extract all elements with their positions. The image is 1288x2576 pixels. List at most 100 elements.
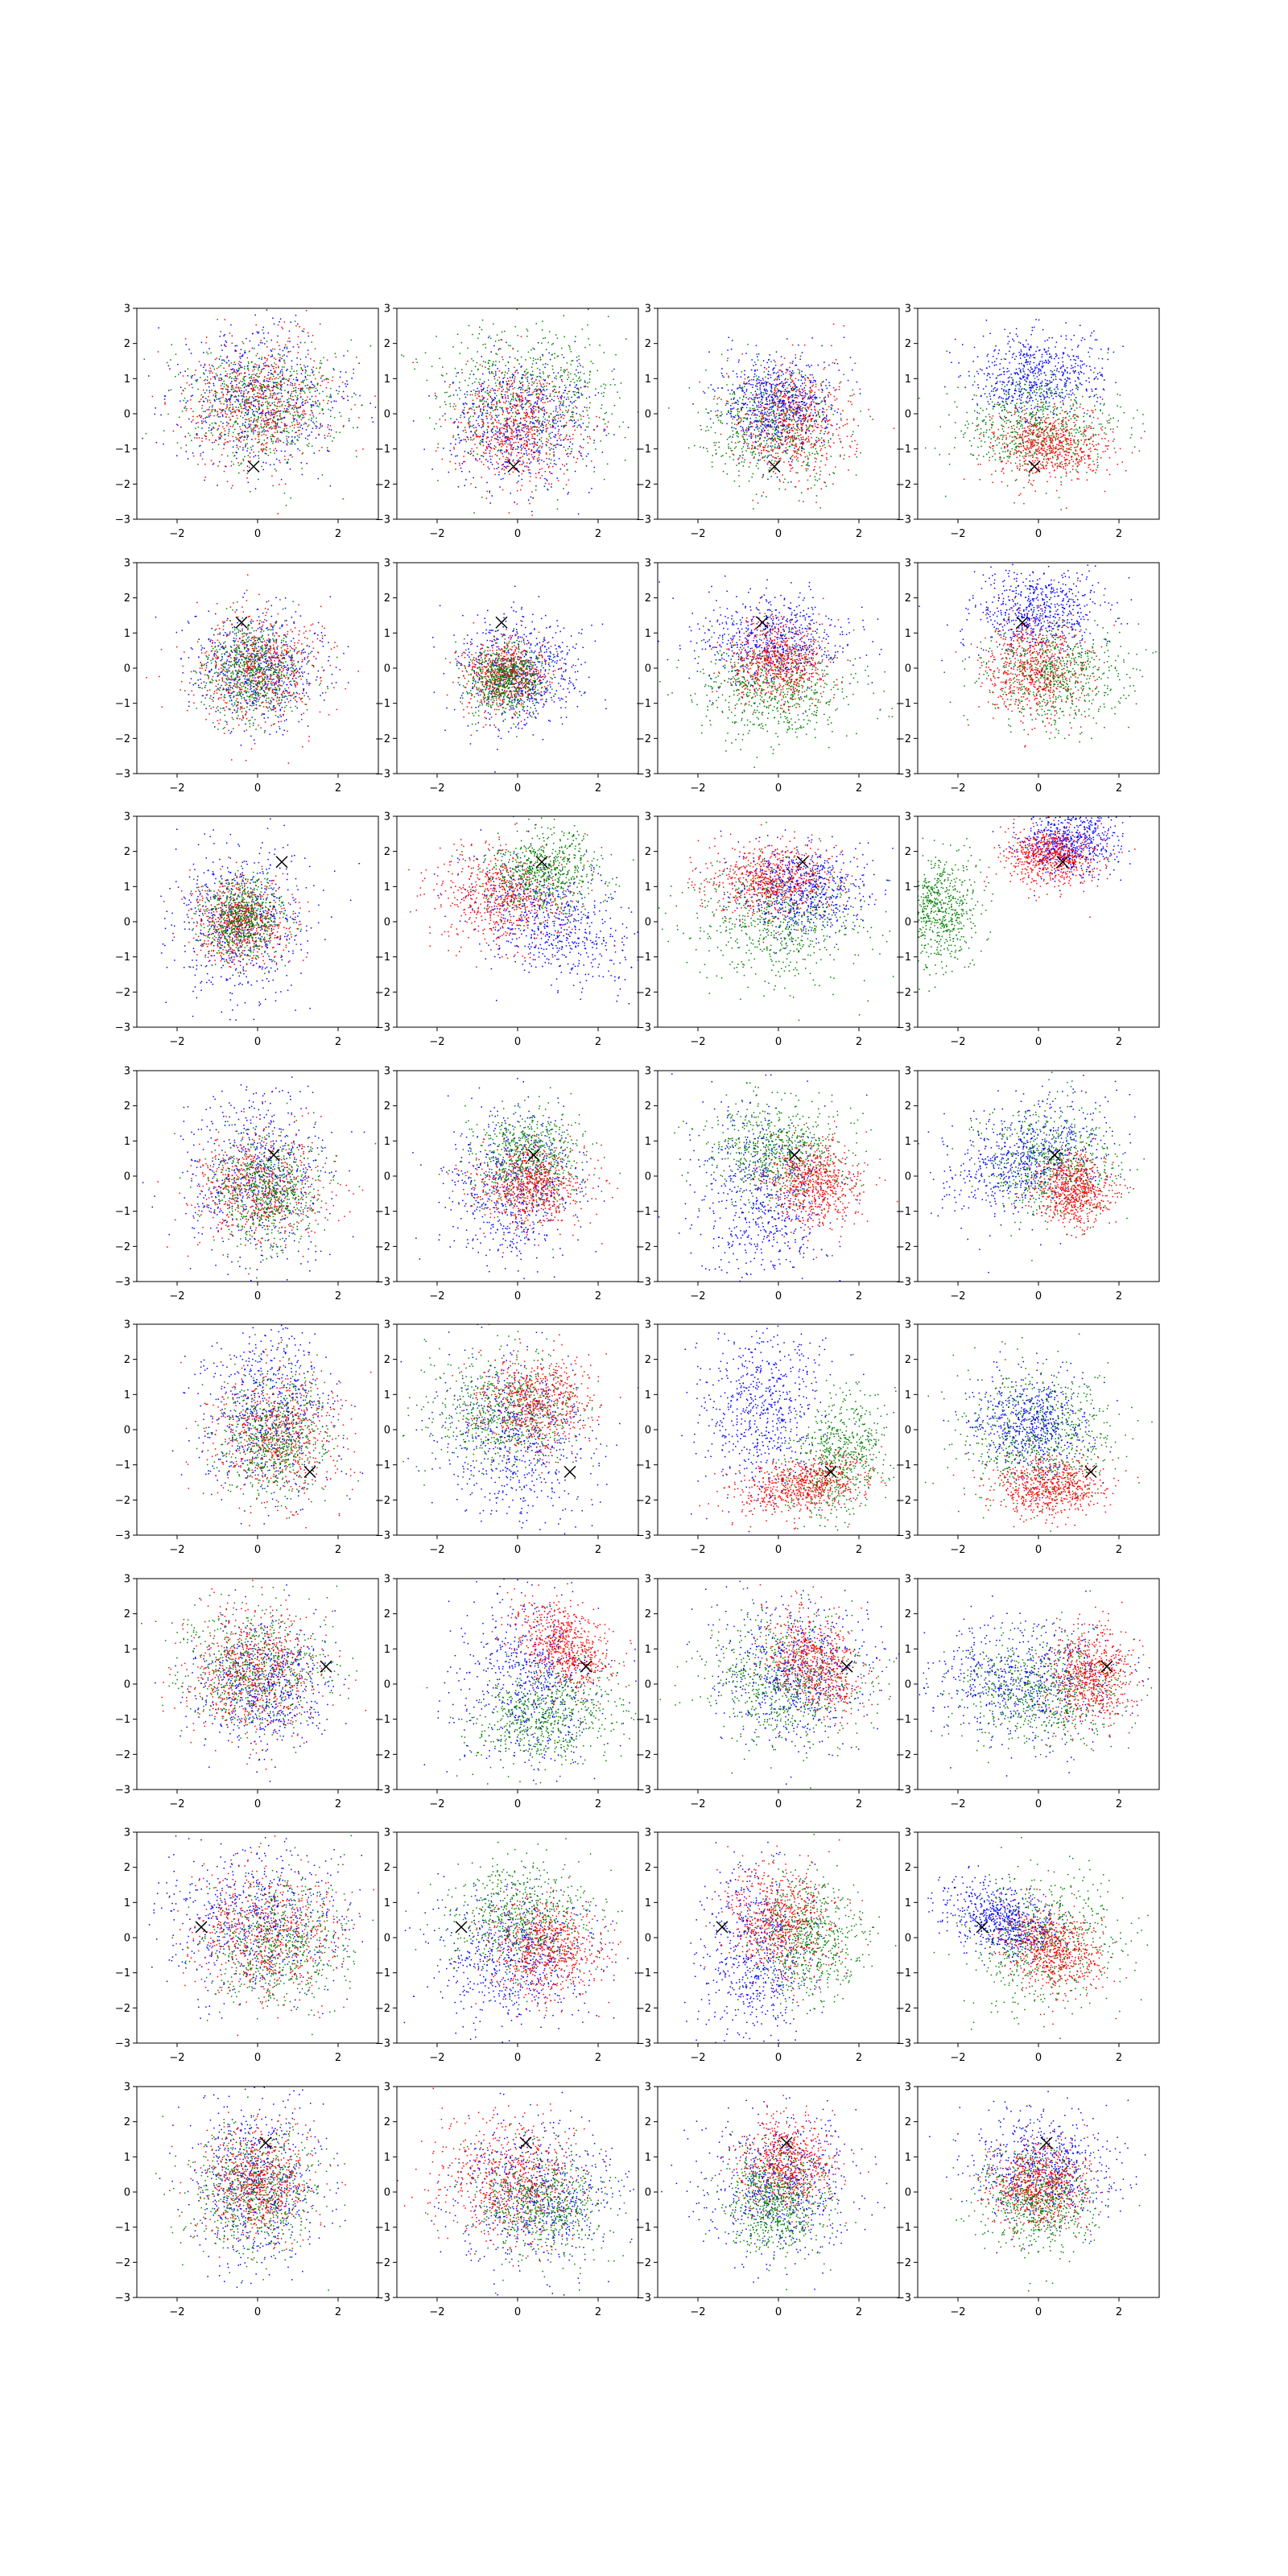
scatter-point: [674, 409, 675, 411]
scatter-point: [475, 366, 477, 368]
scatter-point: [251, 431, 253, 432]
scatter-point: [856, 474, 857, 476]
scatter-point: [534, 417, 535, 419]
scatter-point: [791, 390, 793, 391]
scatter-point: [242, 412, 243, 414]
scatter-point: [728, 410, 729, 411]
scatter-point: [537, 460, 539, 462]
scatter-point: [766, 450, 767, 452]
scatter-point: [591, 488, 592, 489]
scatter-point: [291, 361, 293, 362]
scatter-point: [777, 425, 778, 427]
scatter-point: [794, 412, 795, 414]
scatter-point: [286, 410, 287, 411]
scatter-point: [331, 402, 332, 403]
scatter-point: [188, 368, 189, 369]
scatter-point: [791, 438, 792, 440]
scatter-point: [231, 465, 233, 467]
scatter-point: [253, 452, 254, 453]
scatter-point: [523, 446, 525, 448]
scatter-point: [539, 382, 541, 384]
scatter-point: [490, 444, 492, 445]
scatter-point: [713, 442, 715, 444]
scatter-point: [205, 383, 206, 385]
scatter-point: [285, 345, 287, 346]
scatter-point: [316, 368, 317, 369]
scatter-point: [275, 367, 277, 369]
scatter-point: [242, 459, 244, 460]
scatter-point: [310, 358, 312, 360]
scatter-point: [317, 382, 319, 384]
scatter-point: [270, 405, 272, 407]
scatter-point: [220, 336, 221, 337]
scatter-point: [746, 419, 748, 420]
scatter-point: [287, 393, 289, 394]
scatter-point: [554, 395, 555, 397]
scatter-point: [460, 422, 462, 423]
scatter-point: [461, 342, 463, 344]
scatter-point: [485, 366, 486, 368]
scatter-point: [784, 357, 786, 359]
scatter-point: [492, 417, 493, 419]
scatter-point: [828, 442, 829, 444]
scatter-point: [266, 426, 268, 427]
scatter-point: [806, 470, 807, 472]
scatter-point: [225, 430, 226, 431]
scatter-point: [572, 438, 574, 440]
scatter-point: [564, 427, 565, 428]
scatter-point: [465, 431, 467, 433]
scatter-point: [286, 379, 287, 381]
scatter-point: [547, 427, 549, 429]
scatter-point: [587, 415, 588, 416]
scatter-point: [264, 440, 266, 441]
scatter-point: [716, 442, 717, 444]
scatter-point: [568, 372, 569, 374]
scatter-point: [247, 431, 249, 432]
scatter-point: [273, 386, 275, 387]
scatter-point: [478, 396, 480, 398]
scatter-point: [499, 437, 501, 439]
scatter-point: [810, 433, 811, 435]
scatter-point: [528, 459, 530, 460]
scatter-point: [303, 390, 305, 392]
scatter-point: [253, 405, 254, 407]
scatter-point: [786, 436, 788, 438]
scatter-point: [240, 366, 242, 368]
scatter-point: [303, 380, 304, 382]
scatter-point: [519, 401, 521, 402]
scatter-point: [333, 369, 335, 371]
scatter-point: [152, 396, 154, 398]
scatter-point: [270, 438, 272, 440]
scatter-point: [491, 495, 493, 497]
scatter-point: [288, 401, 290, 402]
scatter-point: [249, 419, 250, 420]
scatter-point: [273, 382, 275, 384]
scatter-point: [521, 365, 522, 367]
scatter-point: [807, 419, 809, 421]
scatter-point: [200, 401, 201, 402]
scatter-point: [566, 407, 568, 408]
scatter-point: [830, 394, 832, 395]
scatter-point: [279, 357, 281, 359]
scatter-point: [275, 440, 277, 442]
scatter-point: [551, 431, 553, 433]
scatter-point: [262, 409, 264, 411]
scatter-point: [560, 417, 562, 419]
scatter-point: [736, 432, 737, 434]
scatter-point: [749, 379, 751, 381]
scatter-point: [502, 387, 503, 389]
scatter-point: [284, 456, 286, 457]
scatter-point: [758, 448, 759, 450]
scatter-point: [308, 426, 309, 427]
scatter-point: [298, 352, 299, 353]
scatter-point: [450, 406, 452, 407]
scatter-point: [233, 436, 234, 438]
scatter-point: [262, 398, 264, 399]
scatter-point: [608, 316, 609, 318]
scatter-point: [716, 415, 717, 417]
scatter-point: [226, 362, 228, 364]
scatter-point: [521, 404, 522, 406]
scatter-point: [437, 447, 439, 448]
scatter-point: [543, 355, 544, 357]
scatter-point: [246, 357, 248, 359]
